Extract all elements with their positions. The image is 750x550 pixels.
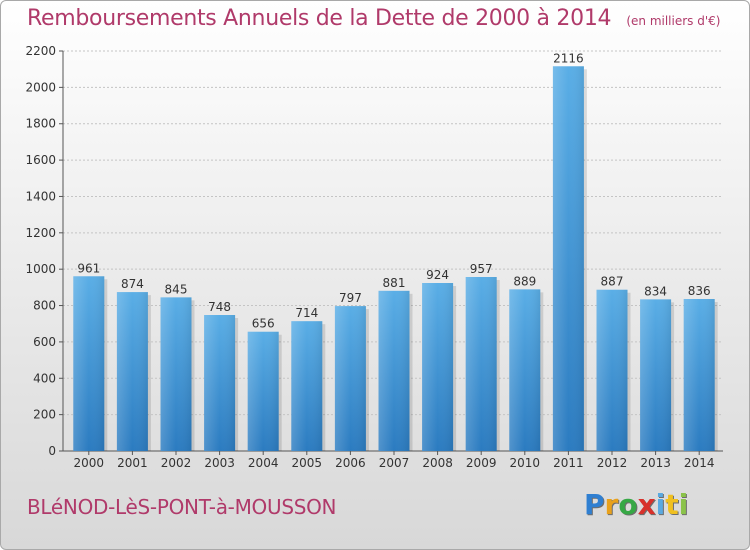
x-tick-label: 2006	[335, 456, 366, 470]
bar-highlight	[160, 297, 192, 451]
data-label: 714	[295, 306, 318, 320]
data-label: 889	[513, 274, 536, 288]
y-tick-label: 600	[33, 335, 56, 349]
bar-highlight	[247, 331, 279, 451]
y-tick-label: 2000	[25, 80, 56, 94]
bar-highlight	[334, 306, 366, 451]
y-tick-label: 1600	[25, 153, 56, 167]
bar-highlight	[422, 283, 454, 451]
logo-letter: x	[637, 488, 656, 521]
y-tick-label: 1200	[25, 226, 56, 240]
chart-subtitle: (en milliers d'€)	[626, 14, 721, 28]
chart-header: Remboursements Annuels de la Dette de 20…	[27, 6, 720, 31]
bar-highlight	[378, 290, 410, 451]
data-label: 797	[339, 291, 362, 305]
data-label: 961	[77, 261, 100, 275]
x-tick-label: 2014	[684, 456, 715, 470]
bar-highlight	[509, 289, 541, 451]
x-tick-label: 2007	[379, 456, 410, 470]
data-label: 881	[383, 276, 406, 290]
logo-letter: P	[584, 488, 605, 521]
bar-highlight	[73, 276, 105, 451]
logo-letter: o	[618, 488, 638, 521]
y-tick-label: 0	[48, 444, 56, 458]
data-label: 748	[208, 300, 231, 314]
x-tick-label: 2009	[466, 456, 497, 470]
data-label: 834	[644, 284, 667, 298]
bar-highlight	[116, 292, 148, 451]
y-tick-label: 400	[33, 371, 56, 385]
data-label: 656	[252, 317, 275, 331]
bar-highlight	[291, 321, 323, 451]
data-label: 836	[688, 284, 711, 298]
y-tick-label: 800	[33, 299, 56, 313]
bar-highlight	[204, 315, 236, 451]
y-tick-label: 1800	[25, 117, 56, 131]
bar-highlight	[552, 66, 584, 451]
x-tick-label: 2011	[553, 456, 584, 470]
data-label: 874	[121, 277, 144, 291]
y-tick-label: 200	[33, 408, 56, 422]
x-tick-label: 2004	[248, 456, 279, 470]
labels: 0 200 400 600 800 1000 1200 1400 1600 1800 2000 220…	[25, 44, 714, 470]
data-label: 887	[601, 275, 624, 289]
x-tick-label: 2005	[292, 456, 323, 470]
bar-highlight	[640, 299, 672, 451]
x-tick-label: 2003	[204, 456, 235, 470]
data-label: 924	[426, 268, 449, 282]
x-tick-label: 2001	[117, 456, 148, 470]
logo-letter: i	[655, 488, 666, 521]
chart-title: Remboursements Annuels de la Dette de 20…	[27, 6, 612, 31]
data-label: 957	[470, 262, 493, 276]
y-tick-label: 2200	[25, 44, 56, 58]
bar-highlight	[683, 299, 715, 451]
y-tick-label: 1000	[25, 262, 56, 276]
x-tick-label: 2010	[510, 456, 541, 470]
x-tick-label: 2002	[161, 456, 192, 470]
proxiti-logo: Proxiti	[584, 488, 688, 521]
commune-name: BLéNOD-LèS-PONT-à-MOUSSON	[27, 495, 337, 519]
logo-letter: r	[604, 488, 619, 521]
data-label: 845	[165, 282, 188, 296]
x-tick-label: 2000	[74, 456, 105, 470]
x-tick-label: 2012	[597, 456, 628, 470]
logo-letter: i	[678, 488, 689, 521]
data-label: 2116	[553, 51, 584, 65]
x-tick-label: 2008	[422, 456, 453, 470]
y-tick-label: 1400	[25, 189, 56, 203]
bar-highlight	[596, 289, 628, 451]
logo-letter: t	[665, 488, 679, 521]
bar-highlight	[465, 277, 497, 451]
bars	[73, 66, 718, 451]
x-tick-label: 2013	[640, 456, 671, 470]
